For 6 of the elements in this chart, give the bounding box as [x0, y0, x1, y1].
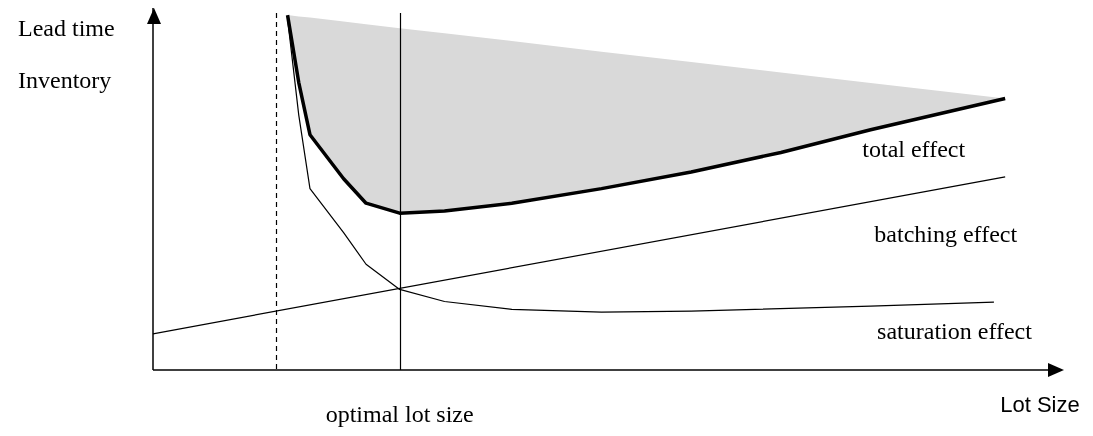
series-label: saturation effect	[877, 318, 1033, 345]
y-axis-title: Lead time Inventory	[18, 15, 115, 93]
series-label: batching effect	[874, 220, 1018, 247]
series-label: total effect	[862, 135, 966, 162]
x-axis-title: Lot Size	[1000, 392, 1080, 417]
text: optimal lot size	[324, 400, 475, 428]
